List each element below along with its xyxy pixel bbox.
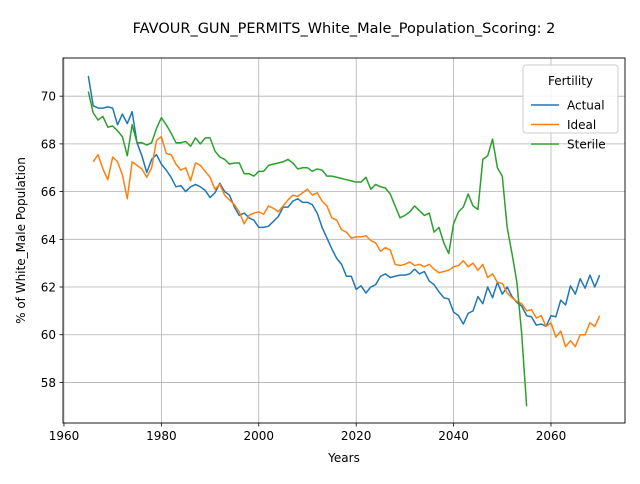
y-tick-label: 66 [41,185,56,199]
series-line-ideal [92,135,601,348]
x-tick-label: 2040 [438,429,469,443]
x-axis: 1960 1980 2000 2020 2040 2060 [49,423,567,443]
y-tick-label: 68 [41,137,56,151]
y-tick-label: 60 [41,328,56,342]
y-tick-label: 64 [41,233,56,247]
y-tick-label: 70 [41,90,56,104]
series-line-sterile [87,91,528,407]
legend: Fertility Actual Ideal Sterile [522,64,619,152]
x-axis-label: Years [327,451,360,465]
x-tick-label: 1980 [146,429,177,443]
legend-label-sterile: Sterile [567,138,606,152]
x-tick-label: 1960 [49,429,80,443]
y-axis-label: % of White_Male Population [14,157,28,324]
legend-box [522,64,619,134]
y-tick-label: 62 [41,281,56,295]
legend-label-ideal: Ideal [567,118,596,132]
plot-frame [62,57,626,424]
grid [63,58,625,423]
series-group [87,75,601,407]
y-axis: 58 60 62 64 66 68 70 [41,90,63,390]
legend-title: Fertility [548,74,593,88]
x-tick-label: 2060 [536,429,567,443]
x-tick-label: 2020 [341,429,372,443]
chart-title: FAVOUR_GUN_PERMITS_White_Male_Population… [133,21,556,37]
legend-label-actual: Actual [567,99,605,113]
x-tick-label: 2000 [244,429,275,443]
y-tick-label: 58 [41,376,56,390]
